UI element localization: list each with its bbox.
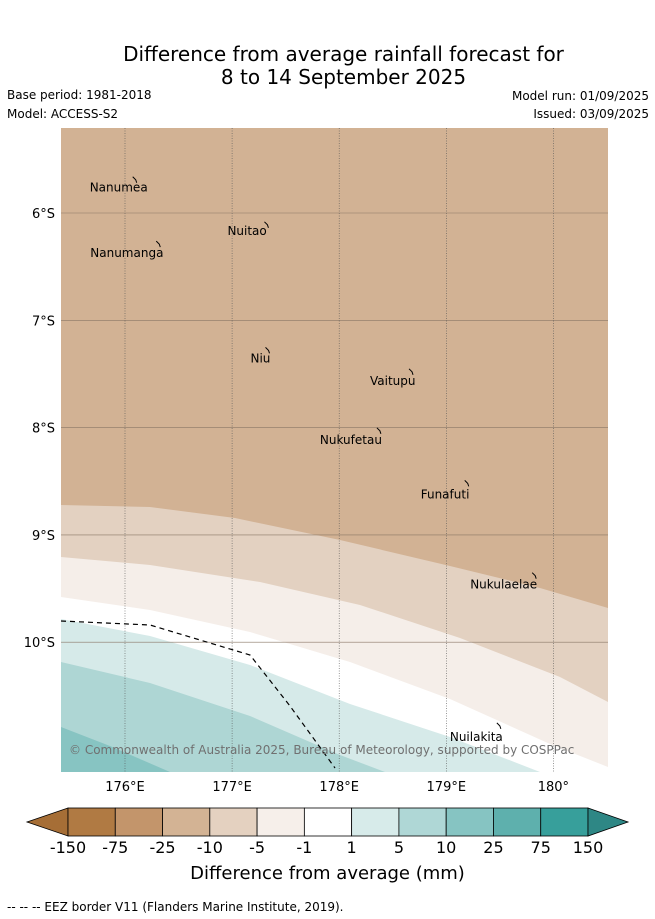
island-coastline xyxy=(132,176,138,183)
colorbar-swatch xyxy=(162,807,211,837)
lat-tick-label: 10°S xyxy=(24,636,55,651)
contour-band-plus5 xyxy=(61,662,385,772)
colorbar-swatch xyxy=(445,807,494,837)
colorbar-tick-label: -10 xyxy=(196,838,223,857)
model-run: Model run: 01/09/2025 xyxy=(511,89,649,103)
colorbar xyxy=(25,807,630,837)
contour-field xyxy=(61,128,608,772)
island-coastline xyxy=(264,221,269,228)
colorbar-tick-label: -1 xyxy=(296,838,313,857)
colorbar-tick-label: 10 xyxy=(435,838,457,857)
lat-tick-label: 7°S xyxy=(32,314,55,329)
base-period: Base period: 1981-2018 xyxy=(7,88,152,102)
colorbar-swatch xyxy=(209,807,258,837)
lat-tick-label: 6°S xyxy=(32,207,55,222)
colorbar-tick-label: 150 xyxy=(572,838,604,857)
island-coastline xyxy=(265,346,270,354)
colorbar-tick-label: -25 xyxy=(149,838,176,857)
lon-tick-label: 177°E xyxy=(212,780,252,795)
colorbar-tick-label: -150 xyxy=(49,838,87,857)
island-coastline xyxy=(464,480,470,487)
map-title-line1: Difference from average rainfall forecas… xyxy=(123,42,564,66)
colorbar-tick-label: 5 xyxy=(393,838,404,857)
colorbar-swatch xyxy=(493,807,542,837)
island-coastline xyxy=(531,572,537,579)
colorbar-swatch xyxy=(351,807,400,837)
island-coastline xyxy=(155,240,161,248)
colorbar-title: Difference from average (mm) xyxy=(190,863,465,884)
islands: Nanumea Nuitao Nanumanga Niu Vaitupu Nukufeta… xyxy=(90,176,537,744)
eez-border xyxy=(60,620,336,769)
colorbar-swatch xyxy=(303,807,353,837)
island-label: Funafuti xyxy=(421,487,470,501)
colorbar-swatch xyxy=(398,807,447,837)
island-label: Nanumanga xyxy=(90,246,163,260)
model-name: Model: ACCESS-S2 xyxy=(7,107,119,121)
lon-tick-label: 179°E xyxy=(427,780,467,795)
colorbar-tick-label: -75 xyxy=(102,838,129,857)
colorbar-high-arrow xyxy=(587,807,630,837)
island-label: Nukulaelae xyxy=(470,578,537,592)
colorbar-tick-label: 75 xyxy=(530,838,551,857)
island-coastline xyxy=(496,722,502,730)
copyright-text: © Commonwealth of Australia 2025, Bureau… xyxy=(69,743,574,757)
island-coastline xyxy=(376,427,382,434)
island-label: Nuitao xyxy=(227,224,266,238)
lon-tick-label: 180° xyxy=(538,780,569,795)
issued-date: Issued: 03/09/2025 xyxy=(533,107,649,121)
map-title-line2: 8 to 14 September 2025 xyxy=(220,65,467,89)
island-label: Vaitupu xyxy=(370,374,416,388)
lat-tick-label: 9°S xyxy=(32,529,55,544)
graticule xyxy=(61,128,608,772)
colorbar-swatch xyxy=(114,807,163,837)
lon-tick-label: 176°E xyxy=(105,780,145,795)
colorbar-tick-label: 1 xyxy=(346,838,357,857)
colorbar-swatch xyxy=(67,807,116,837)
island-label: Nanumea xyxy=(90,181,148,195)
island-label: Nuilakita xyxy=(450,730,503,744)
contour-band-plus10 xyxy=(61,727,170,772)
eez-footnote: -- -- -- EEZ border V11 (Flanders Marine… xyxy=(7,900,344,914)
axis-ticks: 176°E 177°E 178°E 179°E 180° 6°S 7°S 8°S 9°S 10°S xyxy=(24,207,569,795)
lat-tick-label: 8°S xyxy=(32,422,55,437)
colorbar-low-arrow xyxy=(25,807,69,837)
island-label: Niu xyxy=(251,351,271,365)
lon-tick-label: 178°E xyxy=(319,780,359,795)
colorbar-tick-label: 25 xyxy=(483,838,504,857)
colorbar-swatch xyxy=(256,807,305,837)
island-label: Nukufetau xyxy=(320,433,382,447)
colorbar-tick-label: -5 xyxy=(249,838,266,857)
colorbar-swatch xyxy=(540,807,589,837)
island-coastline xyxy=(408,368,414,375)
